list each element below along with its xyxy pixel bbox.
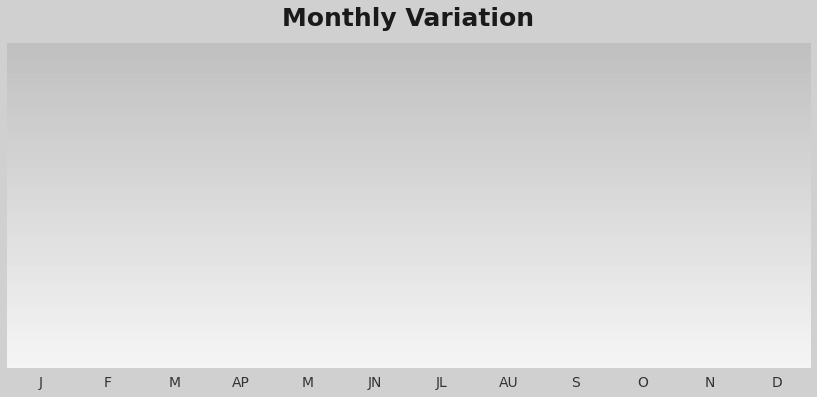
Text: -27,0%: -27,0% [687,82,733,95]
Bar [223,77,260,335]
Bar [357,74,394,77]
Bar [691,77,728,156]
Bar [156,77,193,287]
Text: -9,5%: -9,5% [624,82,662,95]
Bar [624,77,661,105]
Bar [22,77,59,116]
Text: 1,2%: 1,2% [359,60,391,73]
Bar [290,77,327,224]
Text: -88,8%: -88,8% [218,82,264,95]
Text: -19,8%: -19,8% [486,82,532,95]
Title: Monthly Variation: Monthly Variation [283,7,534,31]
Bar [490,77,527,135]
Text: -50,3%: -50,3% [285,82,331,95]
Text: -2,7%: -2,7% [88,82,126,95]
Bar [557,77,594,86]
Text: -72,2%: -72,2% [151,82,197,95]
Text: 3,9%: 3,9% [426,52,458,65]
Bar [423,66,460,77]
Text: -11,7%: -11,7% [754,82,799,95]
Bar [89,77,126,85]
Text: -3,0%: -3,0% [557,82,595,95]
Bar [758,77,795,112]
Text: -13,4%: -13,4% [17,82,63,95]
